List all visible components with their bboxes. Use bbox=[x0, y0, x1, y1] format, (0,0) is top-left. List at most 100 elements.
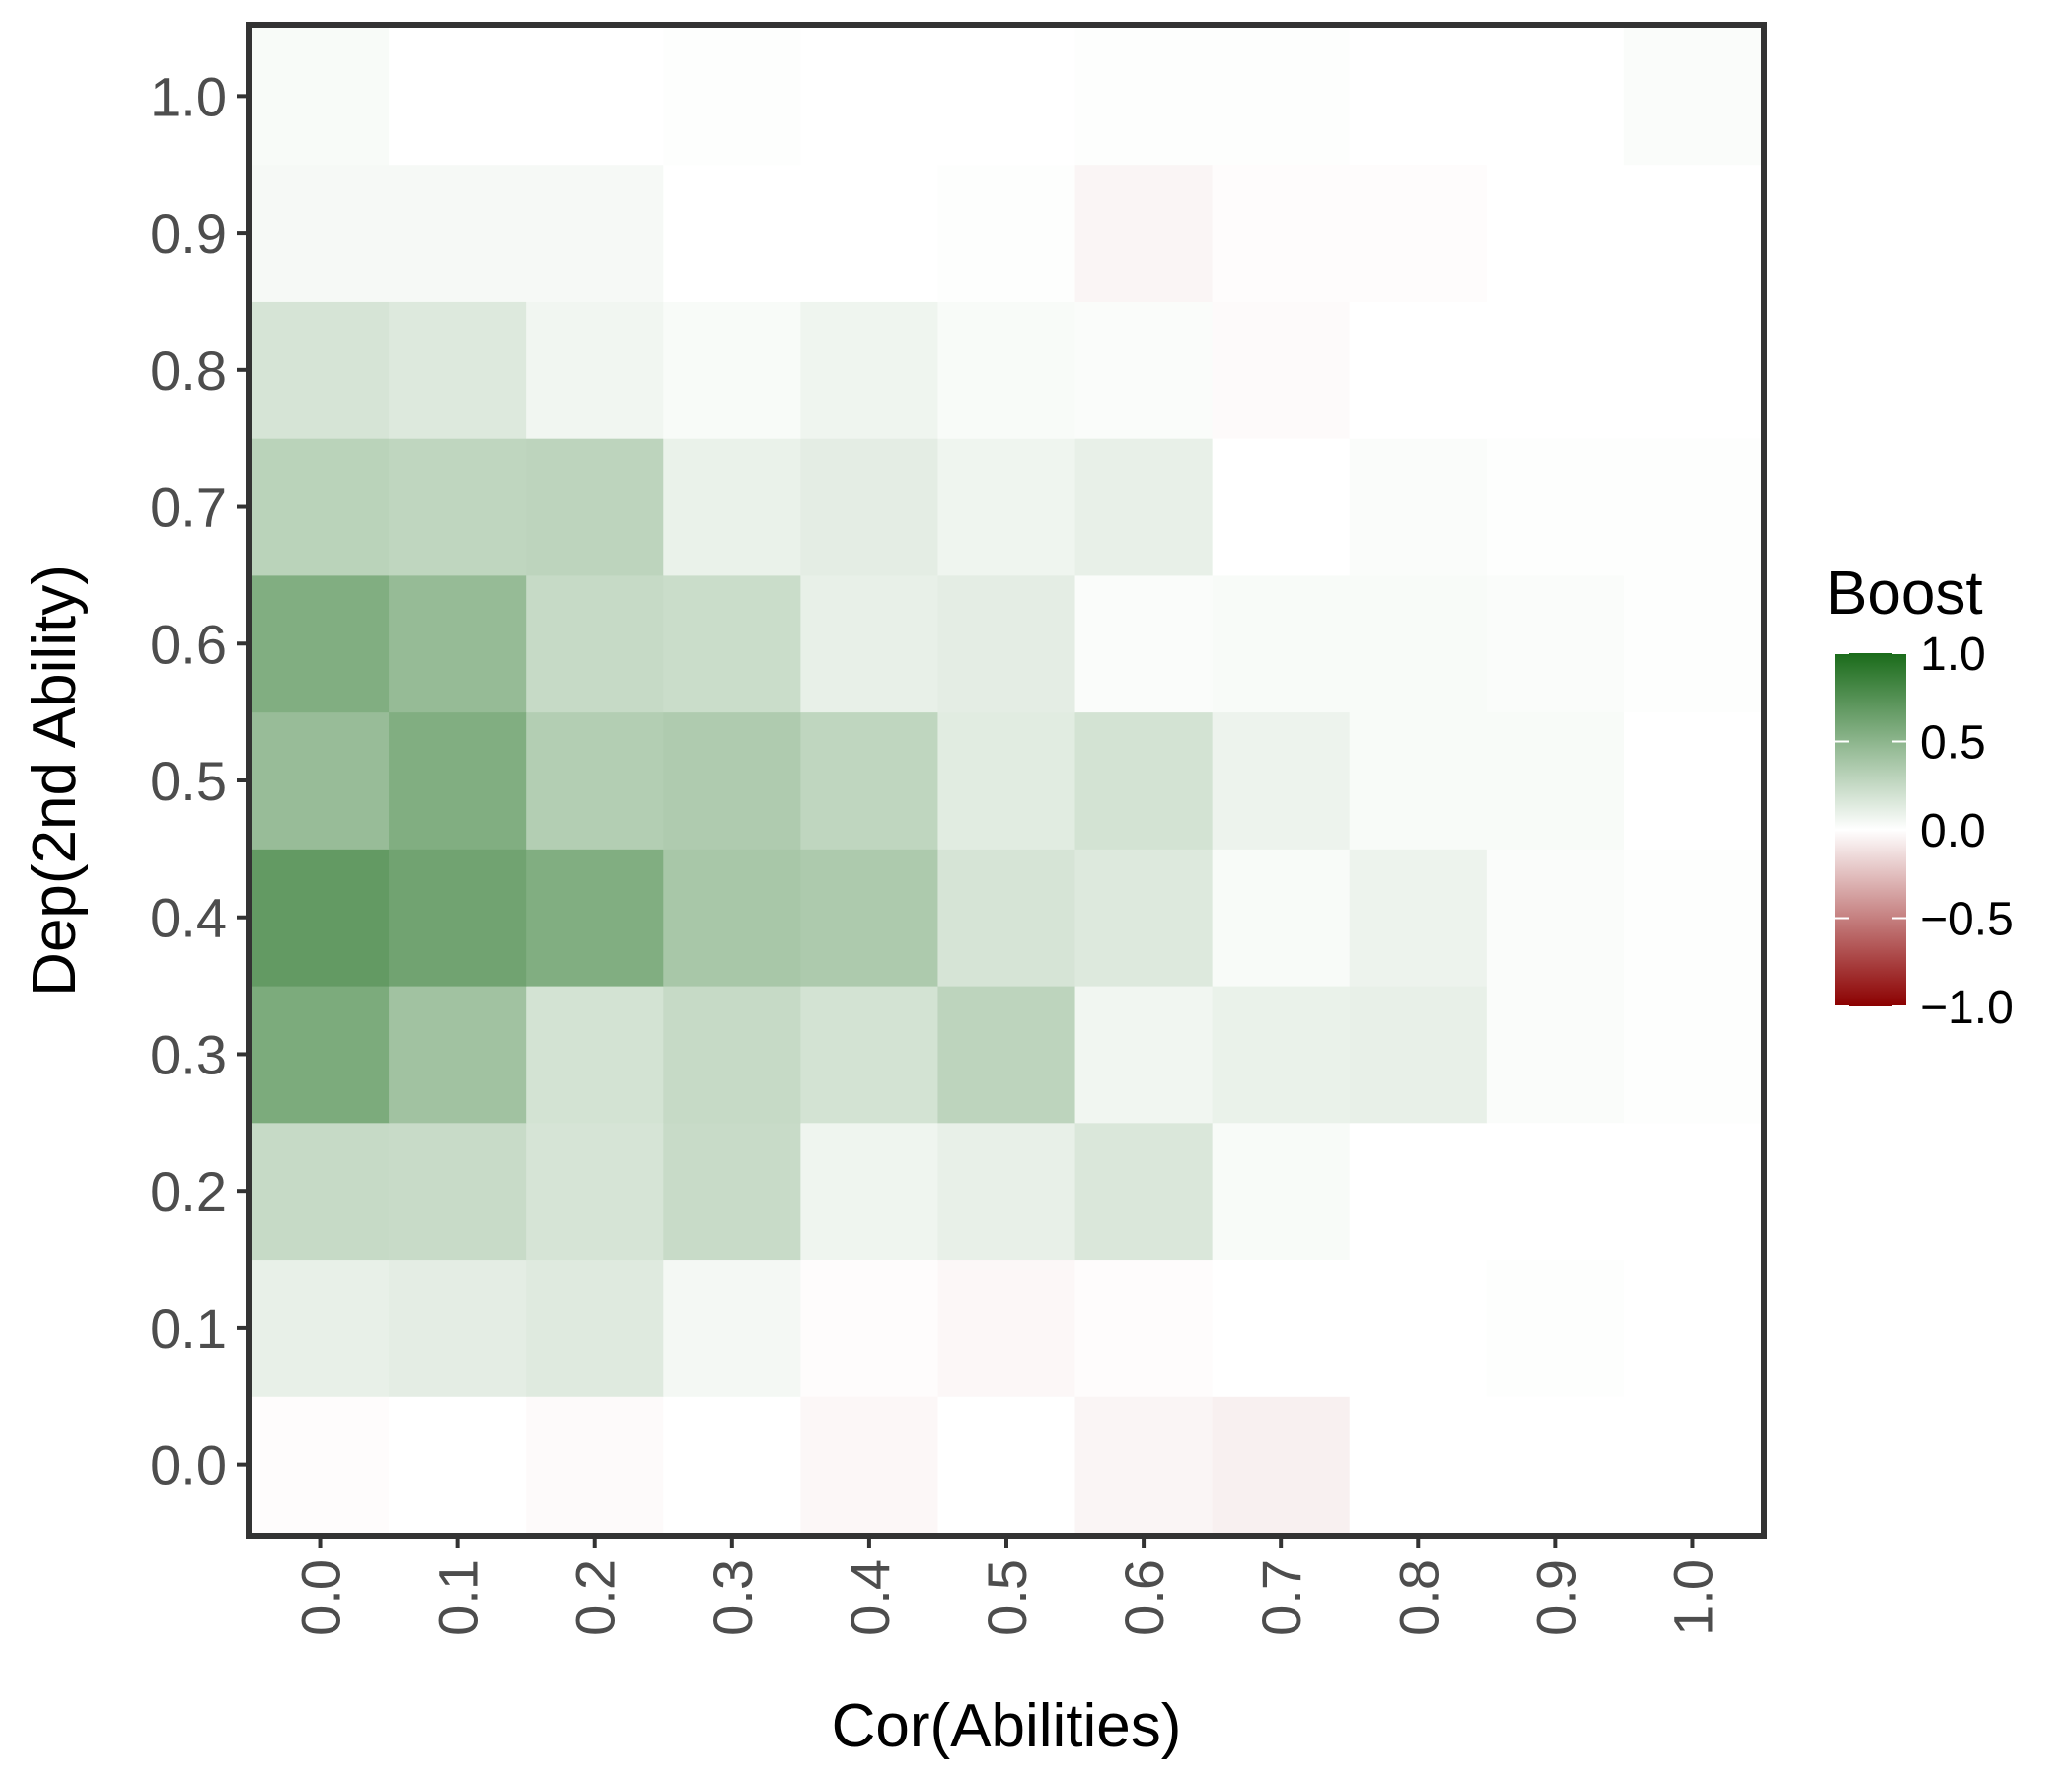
heatmap-cell bbox=[1623, 986, 1762, 1124]
heatmap-cell bbox=[1212, 1396, 1351, 1534]
heatmap-cell bbox=[1212, 1122, 1351, 1261]
heatmap-cell bbox=[1074, 28, 1214, 166]
heatmap-cell bbox=[526, 574, 664, 713]
heatmap-cell bbox=[1212, 301, 1351, 439]
heatmap-cell bbox=[1486, 849, 1625, 987]
heatmap-cell bbox=[1074, 1396, 1214, 1534]
heatmap-cell bbox=[1074, 1259, 1214, 1397]
heatmap-cell bbox=[1212, 849, 1351, 987]
heatmap-cell bbox=[1074, 301, 1214, 439]
heatmap-cell bbox=[1623, 711, 1762, 850]
heatmap-cell bbox=[800, 1122, 938, 1261]
y-tick-label: 0.8 bbox=[150, 339, 227, 402]
heatmap-cell bbox=[252, 711, 390, 850]
heatmap-cell bbox=[663, 164, 801, 302]
heatmap-cell bbox=[526, 1259, 664, 1397]
heatmap-cell bbox=[1486, 1259, 1625, 1397]
heatmap-cell bbox=[1623, 438, 1762, 576]
heatmap-cell bbox=[389, 438, 527, 576]
heatmap-cell bbox=[663, 1259, 801, 1397]
heatmap-cell bbox=[1486, 711, 1625, 850]
color-legend: Boost 1.0 0.5 0.0 −0.5 −1.0 bbox=[1826, 559, 2014, 1034]
heatmap-cell bbox=[252, 574, 390, 713]
heatmap-cell bbox=[800, 28, 938, 166]
heatmap-cell bbox=[1623, 1122, 1762, 1261]
heatmap-cell bbox=[389, 711, 527, 850]
heatmap-cell bbox=[937, 986, 1076, 1124]
heatmap-cell bbox=[389, 849, 527, 987]
legend-tick-label: −0.5 bbox=[1920, 894, 2014, 946]
x-tick-label: 0.7 bbox=[1250, 1559, 1312, 1636]
y-tick-label: 0.5 bbox=[150, 750, 227, 812]
heatmap-cell bbox=[1486, 986, 1625, 1124]
heatmap-cell bbox=[252, 849, 390, 987]
y-tick-label: 0.4 bbox=[150, 887, 227, 949]
heatmap-cell bbox=[800, 1259, 938, 1397]
legend-tick-label: 1.0 bbox=[1920, 629, 1986, 681]
heatmap-cell bbox=[937, 301, 1076, 439]
heatmap-cell bbox=[1486, 301, 1625, 439]
heatmap-cell bbox=[663, 1396, 801, 1534]
heatmap-cell bbox=[1074, 1122, 1214, 1261]
y-tick-label: 0.3 bbox=[150, 1023, 227, 1085]
x-tick-label: 0.5 bbox=[976, 1559, 1038, 1636]
heatmap-cell bbox=[800, 301, 938, 439]
heatmap-cell bbox=[1349, 1259, 1488, 1397]
heatmap-cell bbox=[526, 849, 664, 987]
heatmap-cell bbox=[1349, 1122, 1488, 1261]
heatmap-cell bbox=[526, 28, 664, 166]
y-tick-label: 0.9 bbox=[150, 202, 227, 264]
heatmap-cell bbox=[389, 164, 527, 302]
heatmap-cell bbox=[800, 164, 938, 302]
heatmap-cell bbox=[1212, 574, 1351, 713]
x-tick-label: 0.6 bbox=[1113, 1559, 1175, 1636]
heatmap-cell bbox=[526, 438, 664, 576]
heatmap-cell bbox=[937, 1259, 1076, 1397]
heatmap-cell bbox=[1623, 164, 1762, 302]
heatmap-cell bbox=[937, 438, 1076, 576]
y-axis-ticks: 0.0 0.1 0.2 0.3 0.4 0.5 0.6 0.7 0.8 0.9 1.0 bbox=[150, 65, 249, 1497]
heatmap-cell bbox=[1623, 849, 1762, 987]
heatmap-cell bbox=[526, 986, 664, 1124]
heatmap-cell bbox=[1212, 164, 1351, 302]
heatmap-cell bbox=[1074, 986, 1214, 1124]
heatmap-cell bbox=[800, 1396, 938, 1534]
heatmap-cell bbox=[1486, 1396, 1625, 1534]
heatmap-cell bbox=[526, 711, 664, 850]
heatmap-cell bbox=[1074, 849, 1214, 987]
heatmap-cell bbox=[1486, 574, 1625, 713]
heatmap-cell bbox=[252, 301, 390, 439]
heatmap-cell bbox=[1486, 1122, 1625, 1261]
heatmap-cell bbox=[252, 1122, 390, 1261]
y-axis-title: Dep(2nd Ability) bbox=[21, 564, 89, 997]
heatmap-cell bbox=[663, 28, 801, 166]
heatmap-cell bbox=[1349, 574, 1488, 713]
heatmap-cell bbox=[937, 711, 1076, 850]
y-tick-label: 0.1 bbox=[150, 1297, 227, 1360]
heatmap-cell bbox=[526, 301, 664, 439]
heatmap-cell bbox=[389, 28, 527, 166]
y-tick-label: 0.6 bbox=[150, 613, 227, 675]
heatmap-cell bbox=[800, 711, 938, 850]
heatmap-cell bbox=[252, 28, 390, 166]
heatmap-cell bbox=[1212, 28, 1351, 166]
y-tick-label: 0.0 bbox=[150, 1435, 227, 1497]
heatmap-cell bbox=[389, 1259, 527, 1397]
heatmap-cell bbox=[389, 1122, 527, 1261]
heatmap-cell bbox=[1349, 438, 1488, 576]
heatmap-cell bbox=[1623, 28, 1762, 166]
x-tick-label: 0.9 bbox=[1524, 1559, 1587, 1636]
x-axis-title: Cor(Abilities) bbox=[832, 1692, 1182, 1760]
heatmap-cell bbox=[1623, 1259, 1762, 1397]
x-tick-label: 1.0 bbox=[1662, 1559, 1724, 1636]
y-tick-label: 1.0 bbox=[150, 65, 227, 127]
heatmap-cells bbox=[252, 28, 1762, 1534]
heatmap-cell bbox=[663, 849, 801, 987]
heatmap-cell bbox=[1212, 711, 1351, 850]
heatmap-cell bbox=[937, 164, 1076, 302]
heatmap-cell bbox=[526, 1396, 664, 1534]
x-tick-label: 0.4 bbox=[839, 1559, 901, 1636]
heatmap-cell bbox=[526, 1122, 664, 1261]
x-tick-label: 0.1 bbox=[427, 1559, 489, 1636]
